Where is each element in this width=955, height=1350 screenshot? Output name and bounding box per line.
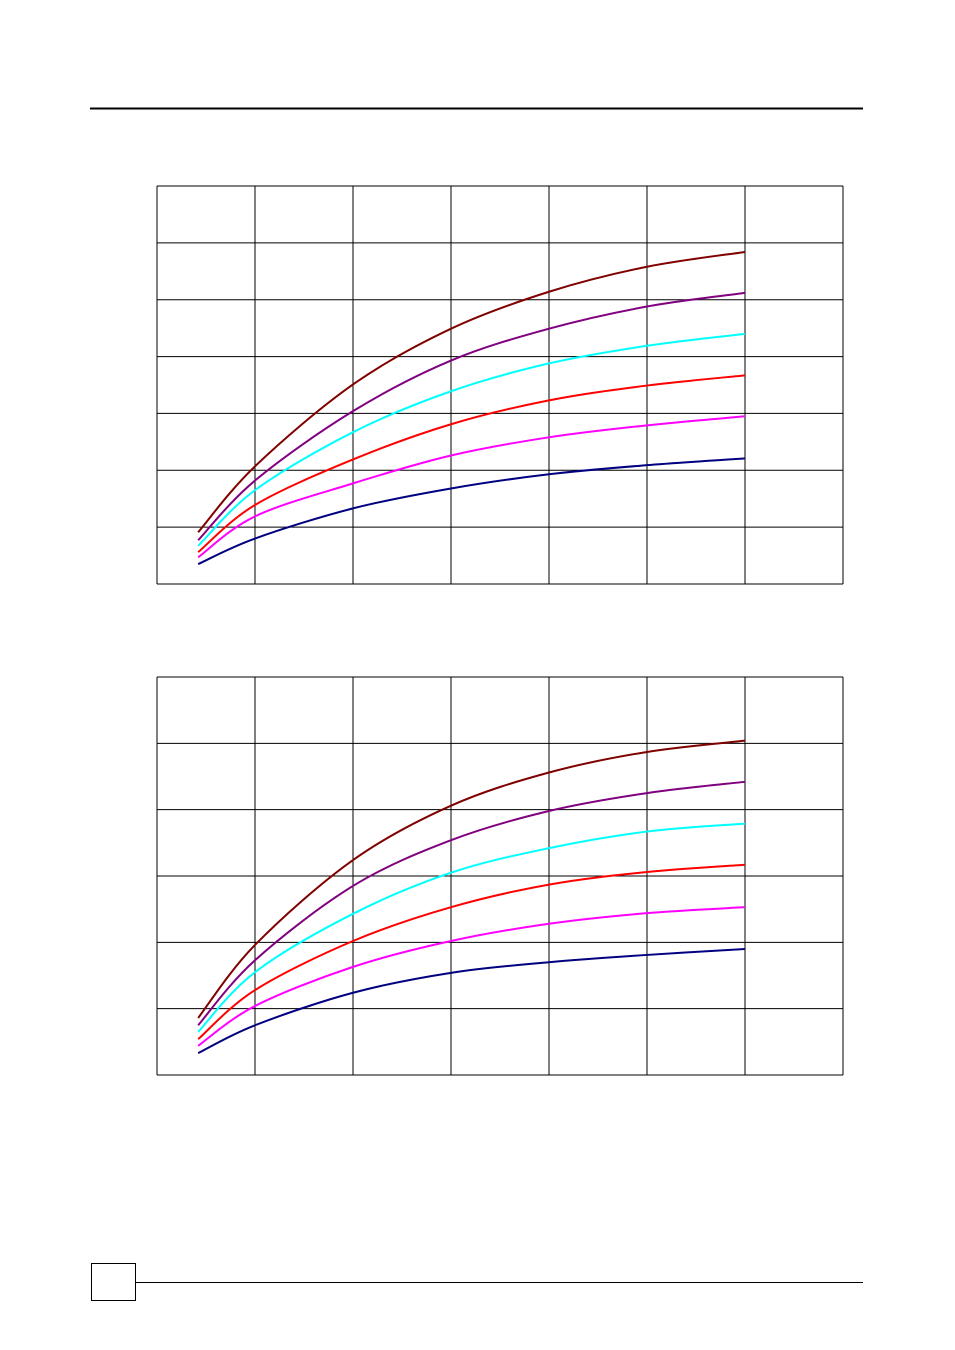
- line-series: [197, 906, 746, 1047]
- line-series: [197, 739, 746, 1019]
- line-series: [197, 822, 746, 1033]
- line-series: [197, 780, 746, 1026]
- line-series: [197, 863, 746, 1040]
- line-series: [197, 947, 746, 1055]
- line-series: [197, 332, 746, 547]
- line-series: [197, 415, 746, 559]
- page-number-box: [91, 1263, 136, 1301]
- line-series: [197, 457, 746, 566]
- line-series: [197, 250, 746, 533]
- line-series: [197, 374, 746, 553]
- line-series: [197, 291, 746, 541]
